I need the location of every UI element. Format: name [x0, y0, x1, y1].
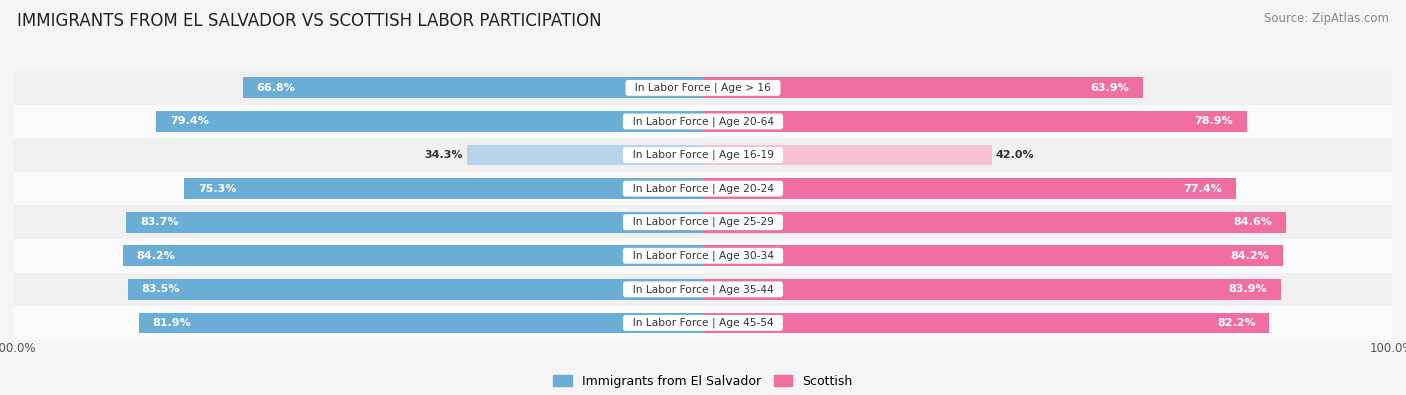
Legend: Immigrants from El Salvador, Scottish: Immigrants from El Salvador, Scottish: [548, 370, 858, 393]
Text: 34.3%: 34.3%: [425, 150, 463, 160]
Bar: [156, 111, 703, 132]
Text: 78.9%: 78.9%: [1194, 117, 1233, 126]
Bar: [14, 273, 1392, 306]
Bar: [703, 77, 1143, 98]
Text: 63.9%: 63.9%: [1091, 83, 1129, 93]
Bar: [243, 77, 703, 98]
Text: 84.2%: 84.2%: [136, 251, 176, 261]
Text: 81.9%: 81.9%: [152, 318, 191, 328]
Bar: [14, 239, 1392, 273]
Text: 84.2%: 84.2%: [1230, 251, 1270, 261]
Text: Source: ZipAtlas.com: Source: ZipAtlas.com: [1264, 12, 1389, 25]
Text: In Labor Force | Age 16-19: In Labor Force | Age 16-19: [626, 150, 780, 160]
Bar: [14, 205, 1392, 239]
Bar: [127, 212, 703, 233]
Bar: [122, 245, 703, 266]
Text: In Labor Force | Age 30-34: In Labor Force | Age 30-34: [626, 250, 780, 261]
Text: In Labor Force | Age 45-54: In Labor Force | Age 45-54: [626, 318, 780, 328]
Bar: [14, 138, 1392, 172]
Text: 83.9%: 83.9%: [1229, 284, 1267, 294]
Bar: [14, 306, 1392, 340]
Text: 75.3%: 75.3%: [198, 184, 236, 194]
Bar: [703, 279, 1281, 300]
Bar: [139, 312, 703, 333]
Text: 82.2%: 82.2%: [1218, 318, 1256, 328]
Bar: [703, 178, 1236, 199]
Bar: [703, 312, 1270, 333]
Text: 79.4%: 79.4%: [170, 117, 208, 126]
Text: 83.5%: 83.5%: [142, 284, 180, 294]
Bar: [128, 279, 703, 300]
Text: In Labor Force | Age > 16: In Labor Force | Age > 16: [628, 83, 778, 93]
Text: IMMIGRANTS FROM EL SALVADOR VS SCOTTISH LABOR PARTICIPATION: IMMIGRANTS FROM EL SALVADOR VS SCOTTISH …: [17, 12, 602, 30]
Text: 77.4%: 77.4%: [1184, 184, 1222, 194]
Text: In Labor Force | Age 25-29: In Labor Force | Age 25-29: [626, 217, 780, 228]
Bar: [703, 145, 993, 166]
Bar: [703, 212, 1286, 233]
Bar: [14, 105, 1392, 138]
Text: In Labor Force | Age 20-24: In Labor Force | Age 20-24: [626, 183, 780, 194]
Bar: [14, 172, 1392, 205]
Text: 83.7%: 83.7%: [141, 217, 179, 227]
Text: 84.6%: 84.6%: [1233, 217, 1272, 227]
Text: 66.8%: 66.8%: [256, 83, 295, 93]
Text: In Labor Force | Age 20-64: In Labor Force | Age 20-64: [626, 116, 780, 127]
Bar: [703, 111, 1247, 132]
Bar: [14, 71, 1392, 105]
Text: In Labor Force | Age 35-44: In Labor Force | Age 35-44: [626, 284, 780, 295]
Bar: [184, 178, 703, 199]
Bar: [703, 245, 1284, 266]
Bar: [467, 145, 703, 166]
Text: 42.0%: 42.0%: [995, 150, 1035, 160]
